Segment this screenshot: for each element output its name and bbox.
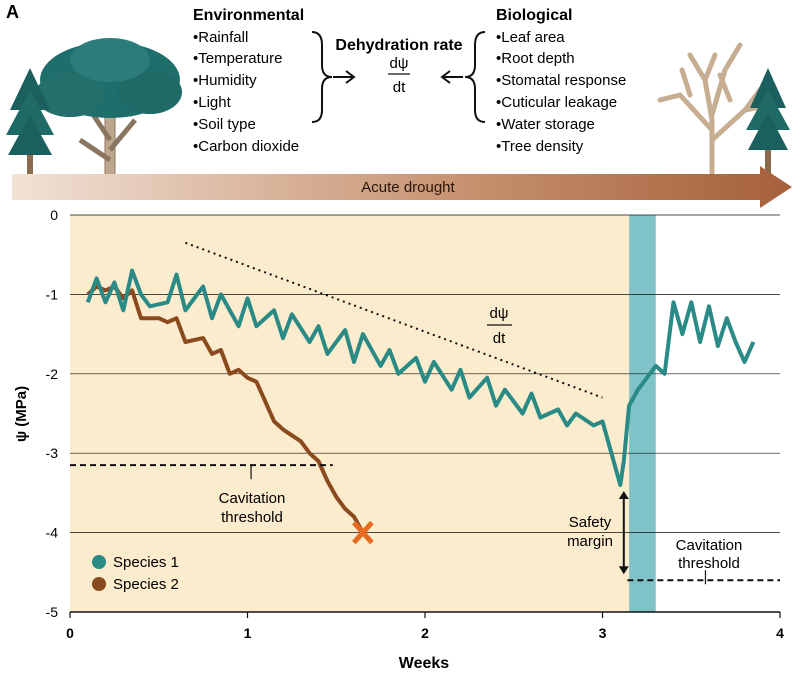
- drought-region: [70, 215, 630, 612]
- dehydration-den: dt: [393, 79, 406, 96]
- y-axis-title: ψ (MPa): [13, 386, 30, 442]
- dehydration-title: Dehydration rate: [335, 37, 462, 54]
- cavitation-label-1-line1: Cavitation: [676, 537, 743, 554]
- slope-label-num: dψ: [489, 305, 508, 322]
- arrow-right-icon: [333, 70, 356, 84]
- biological-item: •Tree density: [496, 138, 584, 155]
- x-tick-label: 4: [776, 625, 784, 641]
- legend-label-species-2: Species 2: [113, 576, 179, 593]
- biological-list: •Leaf area •Root depth •Stomatal respons…: [496, 29, 626, 155]
- cavitation-label-2-line2: threshold: [221, 509, 283, 526]
- safety-band: [629, 215, 656, 612]
- y-tick-labels: 0 -1 -2 -3 -4 -5: [46, 207, 59, 620]
- drought-arrow-label: Acute drought: [361, 179, 455, 196]
- biological-item: •Leaf area: [496, 29, 565, 46]
- arrow-left-icon: [440, 70, 463, 84]
- right-brace-icon: [464, 31, 486, 123]
- y-tick-label: -3: [46, 445, 59, 461]
- x-tick-label: 0: [66, 625, 74, 641]
- safety-arrow-head-down: [618, 566, 629, 575]
- pine-tree-left-icon: [6, 68, 54, 185]
- species-2-end-marker: [352, 520, 374, 545]
- y-tick-label: -4: [46, 525, 59, 541]
- legend-label-species-1: Species 1: [113, 554, 179, 571]
- dehydration-num: dψ: [389, 55, 408, 72]
- cavitation-label-2-line1: Cavitation: [219, 490, 286, 507]
- left-brace-icon: [311, 31, 333, 123]
- x-axis-title: Weeks: [399, 655, 450, 672]
- environmental-item: •Light: [193, 94, 232, 111]
- biological-item: •Stomatal response: [496, 72, 626, 89]
- legend-swatch-species-1: [92, 555, 106, 569]
- environmental-item: •Humidity: [193, 72, 257, 89]
- y-tick-label: 0: [50, 207, 58, 223]
- x-tick-label: 3: [599, 625, 607, 641]
- y-tick-label: -5: [46, 604, 59, 620]
- cavitation-label-1-line2: threshold: [678, 555, 740, 572]
- x-tick-label: 1: [244, 625, 252, 641]
- x-tick-label: 2: [421, 625, 429, 641]
- chart: 0 -1 -2 -3 -4 -5 0 1 2 3 4 dψ dt Cavitation thres…: [13, 207, 784, 672]
- safety-arrow-head-up: [618, 490, 629, 499]
- environmental-item: •Carbon dioxide: [193, 138, 299, 155]
- environmental-item: •Soil type: [193, 116, 256, 133]
- x-tick-labels: 0 1 2 3 4: [66, 612, 784, 641]
- slope-line: [185, 241, 603, 399]
- biological-item: •Cuticular leakage: [496, 94, 617, 111]
- environmental-item: •Temperature: [193, 50, 282, 67]
- environmental-item: •Rainfall: [193, 29, 248, 46]
- legend-swatch-species-2: [92, 577, 106, 591]
- y-tick-label: -1: [46, 286, 59, 302]
- environmental-title: Environmental: [193, 7, 304, 24]
- biological-item: •Root depth: [496, 50, 575, 67]
- pine-tree-right-icon: [746, 68, 790, 185]
- biological-item: •Water storage: [496, 116, 595, 133]
- healthy-tree-icon: [35, 38, 182, 191]
- biological-title: Biological: [496, 7, 572, 24]
- environmental-list: •Rainfall •Temperature •Humidity •Light …: [193, 29, 299, 155]
- species-1-line: [85, 268, 756, 487]
- x-mark-stroke: [352, 520, 374, 545]
- safety-label-line2: margin: [567, 533, 613, 550]
- legend: Species 1 Species 2: [92, 554, 179, 593]
- slope-label-den: dt: [493, 330, 506, 347]
- y-tick-label: -2: [46, 366, 59, 382]
- drought-arrow: [12, 166, 792, 208]
- panel-label: A: [6, 2, 19, 22]
- safety-label-line1: Safety: [569, 514, 612, 531]
